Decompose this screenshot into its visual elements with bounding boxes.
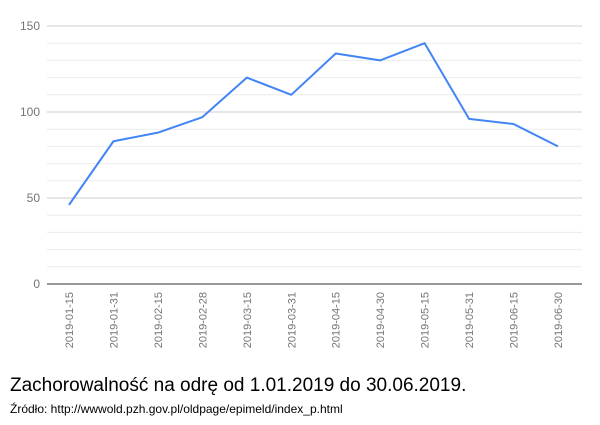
x-tick-label: 2019-05-31 (464, 292, 476, 348)
x-tick-label: 2019-05-15 (420, 292, 432, 348)
x-tick-label: 2019-03-31 (286, 292, 298, 348)
x-tick-label: 2019-02-15 (153, 292, 165, 348)
x-tick-label: 2019-03-15 (242, 292, 254, 348)
line-chart: 0 50 100 150 2019-01-15 2019-01-31 2019-02-15… (20, 19, 582, 348)
y-tick-label: 100 (20, 105, 40, 119)
x-tick-label: 2019-06-30 (553, 292, 565, 348)
x-tick-label: 2019-04-30 (375, 292, 387, 348)
x-tick-label: 2019-01-15 (64, 292, 76, 348)
series-line (68, 42, 559, 206)
y-tick-label: 150 (20, 19, 40, 33)
y-tick-label: 50 (27, 191, 41, 205)
x-axis-ticks: 2019-01-15 2019-01-31 2019-02-15 2019-02-28… (64, 292, 565, 348)
x-tick-label: 2019-06-15 (509, 292, 521, 348)
chart-caption-source: Źródło: http://wwwold.pzh.gov.pl/oldpage… (10, 402, 343, 416)
chart-caption-title: Zachorowalność na odrę od 1.01.2019 do 3… (10, 375, 467, 396)
x-tick-label: 2019-02-28 (197, 292, 209, 348)
x-tick-label: 2019-01-31 (108, 292, 120, 348)
y-axis-ticks: 0 50 100 150 (20, 19, 40, 291)
y-tick-label: 0 (33, 277, 40, 291)
gridlines (47, 25, 582, 268)
x-tick-label: 2019-04-15 (331, 292, 343, 348)
